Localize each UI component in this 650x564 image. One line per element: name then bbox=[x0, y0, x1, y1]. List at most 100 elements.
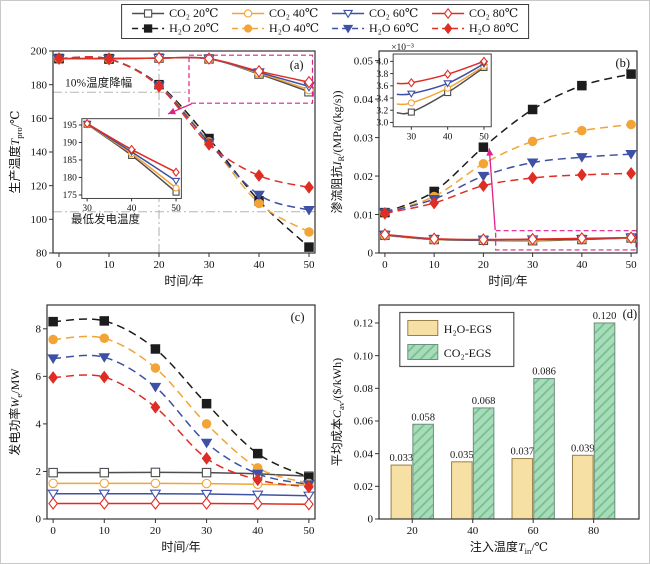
subplot-c-canvas: 0 10 20 30 40 50 0 2 4 6 8 (c) 时间/年 发电功率We/MW bbox=[7, 304, 316, 554]
bar-h-o-egs-20 bbox=[390, 464, 413, 520]
svg-text:0.03: 0.03 bbox=[354, 132, 374, 144]
svg-text:2: 2 bbox=[36, 466, 42, 478]
series-co2-80-markers bbox=[48, 497, 314, 511]
svg-text:0.02: 0.02 bbox=[354, 171, 373, 183]
bar-value-label: 0.039 bbox=[571, 443, 595, 454]
svg-text:40: 40 bbox=[127, 204, 137, 214]
panel-label-b: (b) bbox=[616, 56, 631, 70]
svg-text:30: 30 bbox=[201, 525, 213, 537]
legend-sample-h2o-40 bbox=[232, 24, 265, 33]
svg-text:50: 50 bbox=[626, 259, 638, 271]
svg-text:50: 50 bbox=[303, 525, 315, 537]
svg-text:30: 30 bbox=[407, 132, 417, 142]
svg-text:10: 10 bbox=[104, 259, 116, 271]
legend-label-co2-20: CO₂ 20℃ bbox=[169, 6, 219, 20]
bar-h-o-egs-80 bbox=[571, 454, 594, 520]
svg-text:3.6: 3.6 bbox=[376, 82, 388, 92]
series-h2o-80-markers bbox=[380, 166, 636, 220]
bar-value-label: 0.120 bbox=[593, 311, 617, 322]
svg-text:6: 6 bbox=[36, 371, 42, 383]
subplot-a-production-temperature: 10%温度降幅 最低发电温度 0 10 20 30 40 50 80 100 120 140 160 18… bbox=[5, 41, 325, 293]
y-axis-label-c: 发电功率We/MW bbox=[7, 368, 24, 456]
series-h2o-40-line bbox=[384, 123, 632, 214]
legend-item-h2o-60: H₂O 60℃ bbox=[331, 21, 419, 36]
series-h2o-20-line bbox=[53, 318, 310, 479]
svg-text:160: 160 bbox=[31, 113, 48, 125]
series-h2o-80-markers bbox=[54, 52, 314, 194]
legend-sample-h2o-20 bbox=[132, 24, 165, 33]
svg-text:0.08: 0.08 bbox=[354, 383, 374, 395]
legend-label-co2-80: CO₂ 80℃ bbox=[468, 6, 519, 20]
svg-text:8: 8 bbox=[36, 324, 42, 336]
svg-text:20: 20 bbox=[154, 259, 166, 271]
inset-axes: 30 40 50 3.0 3.2 3.4 3.6 3.8 4.0×10⁻³ bbox=[376, 43, 492, 142]
series-h2o-20-line bbox=[58, 56, 310, 248]
svg-text:3.2: 3.2 bbox=[376, 106, 388, 116]
series-h2o-60-line bbox=[384, 153, 632, 214]
svg-text:CO₂-EGS: CO₂-EGS bbox=[444, 346, 492, 360]
svg-text:20: 20 bbox=[478, 259, 490, 271]
svg-text:3.4: 3.4 bbox=[376, 94, 388, 104]
svg-text:3.0: 3.0 bbox=[376, 119, 388, 129]
svg-text:0: 0 bbox=[368, 248, 374, 260]
bar-value-label: 0.058 bbox=[411, 412, 435, 423]
svg-text:3.8: 3.8 bbox=[376, 70, 388, 80]
svg-text:0.12: 0.12 bbox=[354, 318, 373, 330]
series-co2-80-markers bbox=[83, 118, 180, 178]
legend-label-h2o-40: H₂O 40℃ bbox=[269, 21, 319, 35]
series-co2-80-markers bbox=[380, 228, 636, 246]
svg-text:175: 175 bbox=[63, 191, 78, 201]
svg-text:40: 40 bbox=[252, 525, 264, 537]
legend-sample-co2-20 bbox=[132, 9, 165, 18]
legend-label-h2o-60: H₂O 60℃ bbox=[369, 21, 419, 35]
bar-h-o-egs-60 bbox=[511, 458, 534, 520]
svg-text:最低发电温度: 最低发电温度 bbox=[71, 212, 140, 226]
svg-text:0: 0 bbox=[36, 514, 42, 526]
bar-value-label: 0.035 bbox=[450, 450, 474, 461]
svg-text:20: 20 bbox=[407, 525, 419, 537]
series-h2o-80-line bbox=[384, 172, 632, 215]
svg-text:120: 120 bbox=[31, 180, 48, 192]
x-axis-label-a: 时间/年 bbox=[164, 274, 203, 288]
y-axis-label-d: 平均成本Cav/($/kWh) bbox=[330, 358, 346, 466]
svg-text:40: 40 bbox=[254, 259, 266, 271]
legend-item-co2-40: CO₂ 40℃ bbox=[231, 6, 319, 21]
svg-text:180: 180 bbox=[31, 79, 48, 91]
bar-co-egs-80 bbox=[593, 322, 616, 520]
y-axis-label-b: 渗流阻抗IR/(MPa/(kg/s)) bbox=[329, 90, 346, 213]
series-h2o-20-markers bbox=[48, 316, 314, 483]
series-co2-20-line bbox=[396, 66, 485, 115]
svg-text:4: 4 bbox=[36, 419, 42, 431]
series-h2o-40-markers bbox=[48, 333, 314, 489]
svg-text:4.0: 4.0 bbox=[376, 58, 388, 68]
svg-text:0: 0 bbox=[368, 514, 374, 526]
svg-text:10: 10 bbox=[429, 259, 441, 271]
svg-text:0: 0 bbox=[50, 525, 56, 537]
svg-text:0.04: 0.04 bbox=[354, 94, 374, 106]
legend-item-h2o-20: H₂O 20℃ bbox=[131, 21, 219, 36]
legend-label-h2o-20: H₂O 20℃ bbox=[169, 21, 220, 35]
legend-sample-h2o-80 bbox=[431, 22, 464, 35]
series-h2o-80-markers bbox=[48, 370, 314, 494]
svg-text:0.10: 0.10 bbox=[354, 350, 374, 362]
series-co2-80-markers bbox=[407, 56, 488, 88]
legend-item-h2o-40: H₂O 40℃ bbox=[231, 21, 319, 36]
bar-value-label: 0.033 bbox=[390, 453, 414, 464]
svg-text:10: 10 bbox=[99, 525, 111, 537]
panel-label-d: (d) bbox=[623, 307, 638, 321]
svg-text:195: 195 bbox=[63, 121, 78, 131]
svg-text:200: 200 bbox=[31, 46, 48, 58]
legend-sample-co2-80 bbox=[431, 7, 464, 20]
svg-text:0: 0 bbox=[56, 259, 62, 271]
subplot-b-flow-impedance: 0 10 20 30 40 50 0 0.01 0.02 0.03 0.04 0.05 30 40 50 3.… bbox=[329, 41, 647, 293]
annotations-over bbox=[167, 54, 314, 115]
bar-co-egs-40 bbox=[472, 407, 495, 520]
figure-legend: CO₂ 20℃ CO₂ 40℃ CO₂ 60℃ CO₂ 80℃ H₂O 20℃ H₂O 4… bbox=[121, 4, 529, 39]
panel-label-a: (a) bbox=[290, 58, 304, 72]
bar-chart-legend: H₂O-EGS CO₂-EGS bbox=[399, 311, 515, 368]
y-axis-label-a: 生产温度Tpro/℃ bbox=[7, 111, 24, 194]
svg-text:180: 180 bbox=[63, 174, 78, 184]
svg-text:H₂O-EGS: H₂O-EGS bbox=[444, 322, 492, 336]
svg-text:30: 30 bbox=[204, 259, 216, 271]
